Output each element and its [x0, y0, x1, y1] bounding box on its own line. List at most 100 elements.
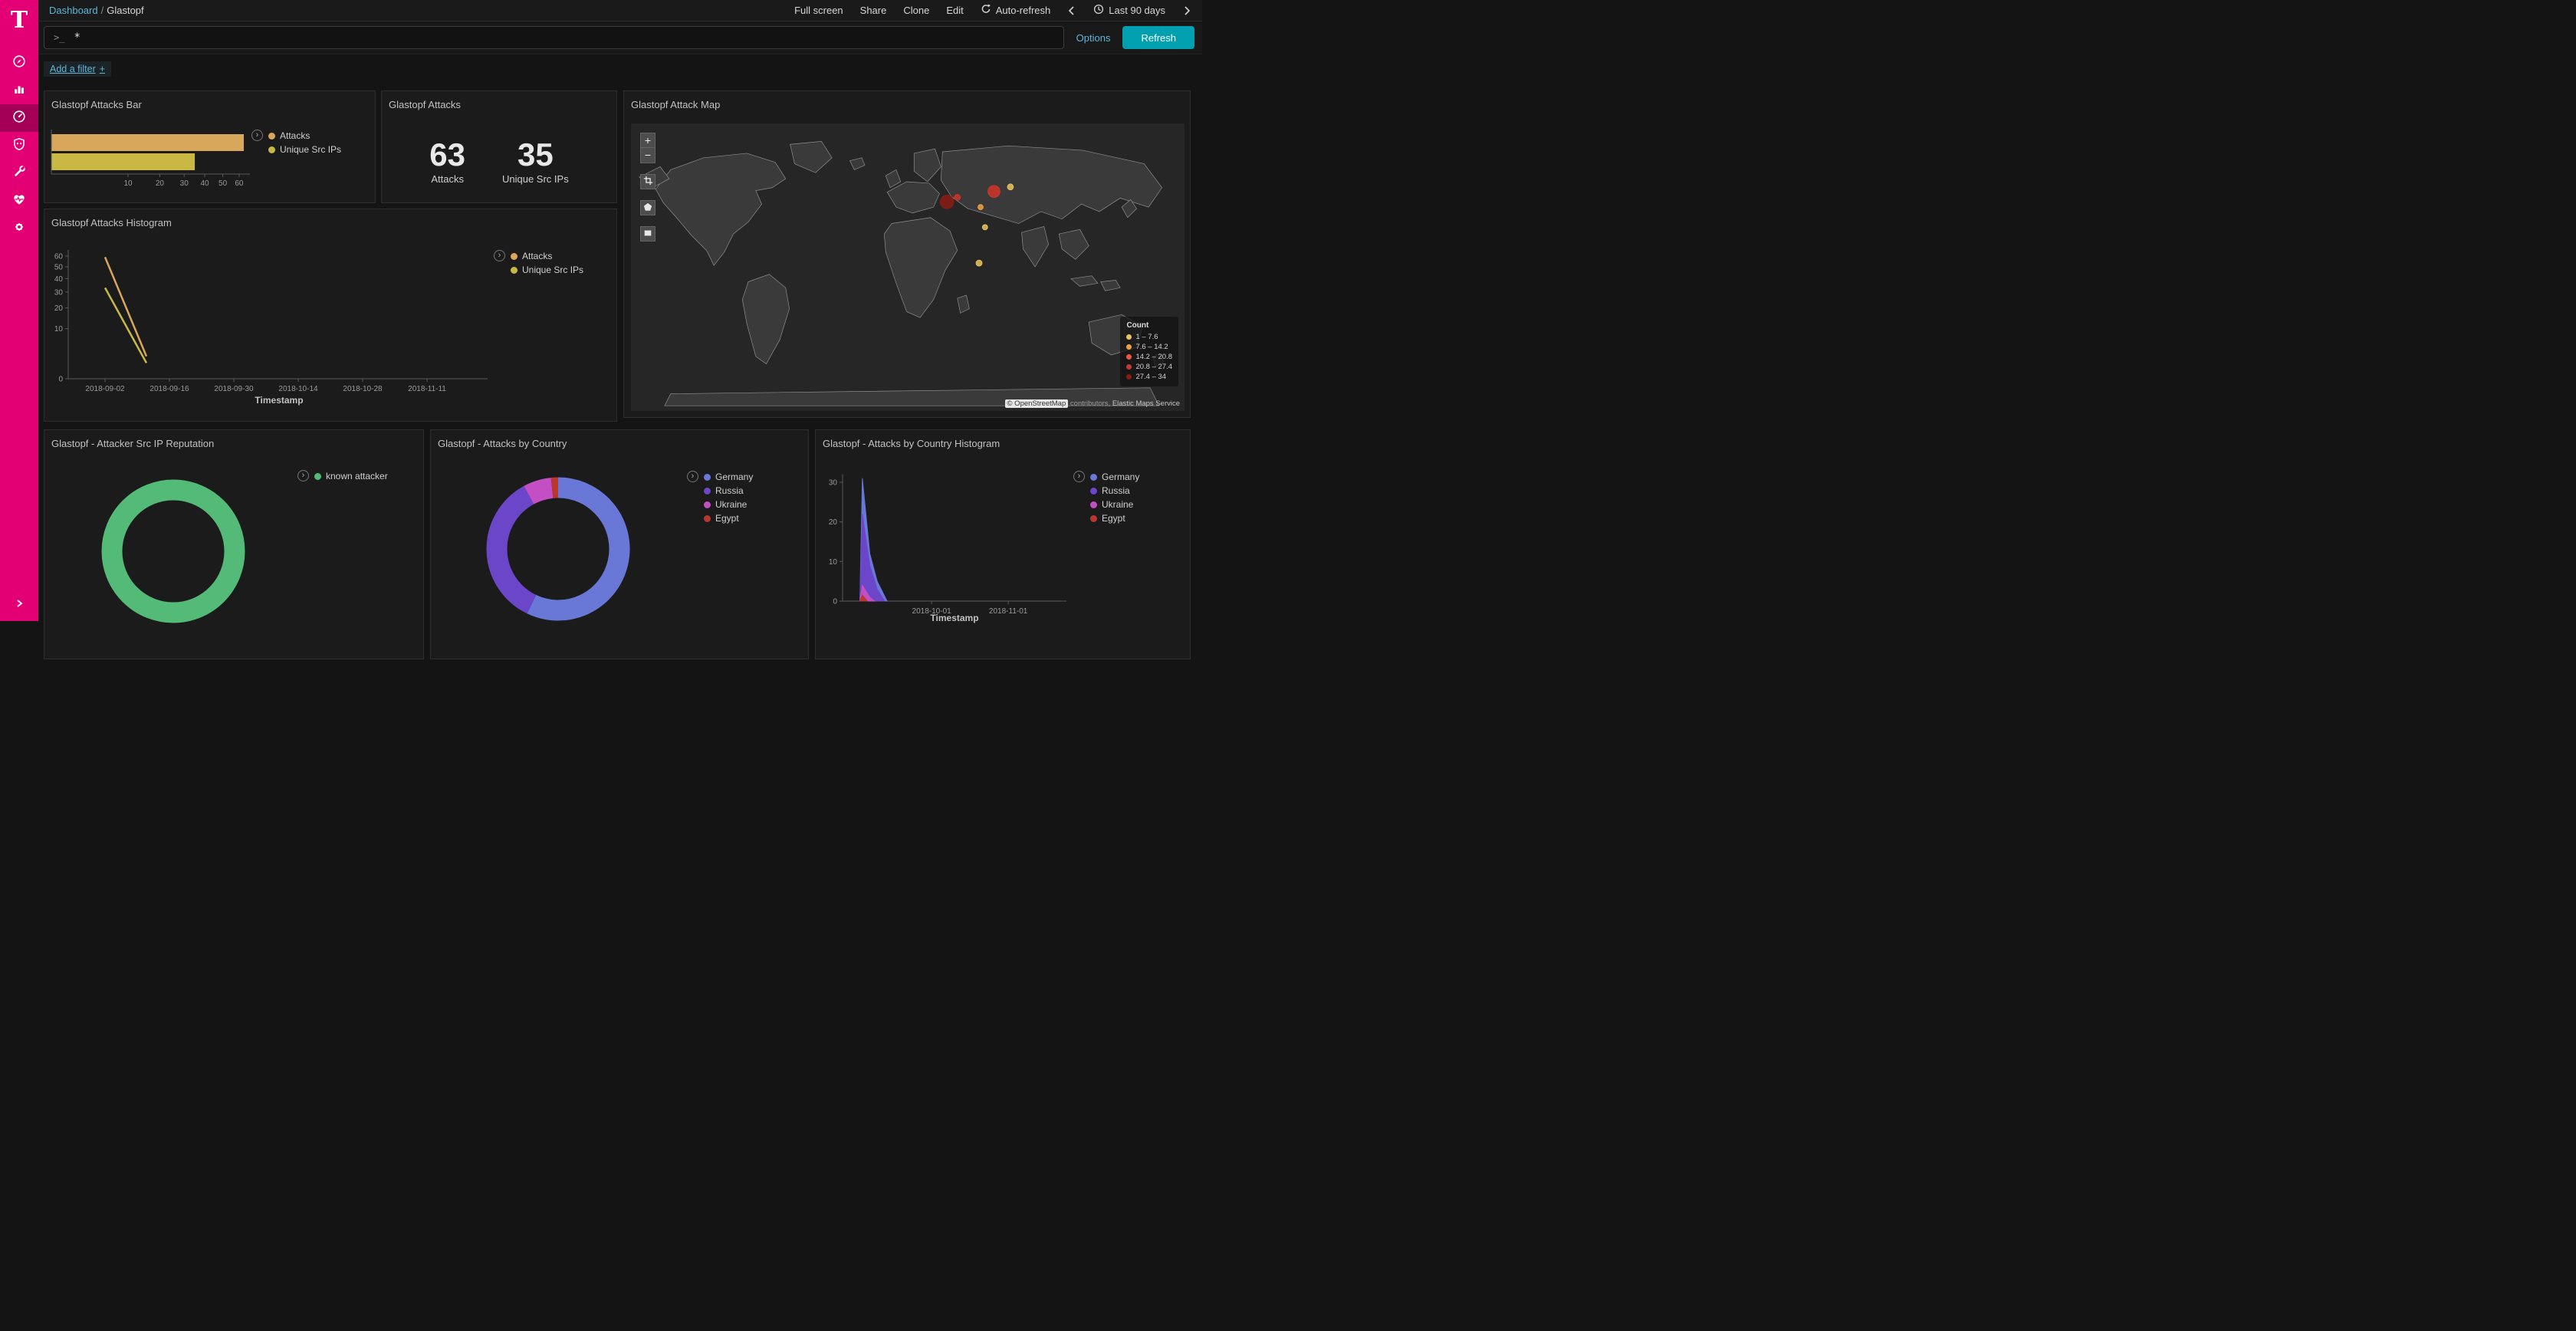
sidebar-item-dashboard[interactable]: [0, 104, 38, 132]
svg-text:0: 0: [833, 598, 837, 606]
legend: › Germany Russia Ukraine Egypt: [1073, 470, 1139, 525]
attack-markers[interactable]: [939, 183, 1014, 267]
map-container[interactable]: + − Count 1 – 7.6 7.6 – 14.2 14.2 – 20.8 20…: [631, 123, 1184, 411]
share-button[interactable]: Share: [859, 5, 887, 16]
svg-text:40: 40: [54, 275, 64, 284]
breadcrumb-current: Glastopf: [107, 5, 144, 16]
sidebar-item-dev-tools[interactable]: [0, 159, 38, 187]
legend-color-dot: [704, 501, 711, 508]
chevron-right-icon: [14, 598, 25, 613]
legend-color-dot: [704, 487, 711, 495]
svg-text:10: 10: [54, 325, 64, 334]
options-link[interactable]: Options: [1076, 31, 1111, 44]
edit-button[interactable]: Edit: [946, 5, 964, 16]
legend-label: 20.8 – 27.4: [1135, 363, 1172, 371]
legend-label: Egypt: [715, 513, 739, 524]
full-screen-button[interactable]: Full screen: [794, 5, 843, 16]
legend-item[interactable]: 27.4 – 34: [1126, 372, 1172, 382]
legend-item[interactable]: 1 – 7.6: [1126, 332, 1172, 342]
legend-item[interactable]: known attacker: [314, 469, 388, 483]
legend-item[interactable]: Unique Src IPs: [268, 143, 341, 156]
attribution-text: contributors,: [1070, 399, 1111, 408]
legend-item[interactable]: Attacks: [268, 129, 341, 143]
legend-items: Attacks Unique Src IPs: [268, 129, 341, 156]
panel-title: Glastopf Attacks Histogram: [51, 217, 172, 228]
time-forward-button[interactable]: [1182, 5, 1191, 16]
sidebar-collapse-button[interactable]: [0, 595, 38, 615]
legend-toggle[interactable]: ›: [1073, 471, 1085, 482]
ems-attribution-link[interactable]: Elastic Maps Service: [1112, 399, 1180, 408]
svg-text:2018-09-30: 2018-09-30: [214, 385, 254, 393]
continents: [639, 141, 1165, 406]
zoom-in-button[interactable]: +: [640, 133, 656, 148]
telekom-logo[interactable]: T: [10, 6, 28, 34]
legend-toggle[interactable]: ›: [687, 471, 698, 482]
legend-item[interactable]: Russia: [1090, 484, 1139, 498]
svg-text:Timestamp: Timestamp: [255, 395, 303, 406]
legend-item[interactable]: Ukraine: [704, 498, 753, 511]
breadcrumb-dashboard-link[interactable]: Dashboard: [49, 5, 98, 16]
legend-item[interactable]: Unique Src IPs: [511, 263, 583, 277]
legend-label: Attacks: [280, 130, 310, 141]
osm-attribution-link[interactable]: © OpenStreetMap: [1004, 399, 1069, 408]
attacks-histogram-chart[interactable]: 0 10 20 30 40 50 60 2018-09-02 2018-09-16 2018-09…: [44, 209, 617, 422]
add-filter-link[interactable]: Add a filter +: [44, 61, 112, 77]
reputation-donut-chart[interactable]: [44, 430, 424, 659]
legend-label: 7.6 – 14.2: [1135, 343, 1168, 351]
panel-attack-map: Glastopf Attack Map: [623, 90, 1191, 418]
country-histogram-chart[interactable]: 0 10 20 30 2018-10-01 2018-11-01 Timestamp: [816, 430, 1191, 659]
legend-color-dot: [1090, 473, 1097, 481]
country-donut-chart[interactable]: [431, 430, 809, 659]
zoom-out-button[interactable]: −: [640, 148, 656, 163]
legend-toggle[interactable]: ›: [297, 470, 309, 481]
gear-icon: [12, 220, 26, 238]
query-input[interactable]: [74, 31, 1054, 44]
legend-item[interactable]: 14.2 – 20.8: [1126, 352, 1172, 362]
sidebar-item-monitoring[interactable]: [0, 187, 38, 215]
legend-toggle[interactable]: ›: [494, 250, 505, 261]
sidebar-item-discover[interactable]: [0, 49, 38, 77]
search-input-wrapper[interactable]: >_: [44, 26, 1064, 49]
fit-bounds-button[interactable]: [640, 174, 656, 189]
clone-button[interactable]: Clone: [903, 5, 930, 16]
time-back-button[interactable]: [1067, 5, 1076, 16]
legend: › Attacks Unique Src IPs: [251, 129, 341, 156]
time-picker-button[interactable]: Last 90 days: [1093, 4, 1165, 17]
refresh-button[interactable]: Refresh: [1122, 26, 1194, 49]
draw-rectangle-button[interactable]: [640, 226, 656, 242]
legend-items: Germany Russia Ukraine Egypt: [1090, 470, 1139, 525]
legend-toggle[interactable]: ›: [251, 130, 263, 141]
sidebar-item-management[interactable]: [0, 215, 38, 242]
svg-text:0: 0: [58, 376, 63, 384]
compass-icon: [12, 54, 26, 72]
polygon-icon: [643, 202, 652, 215]
wrench-icon: [12, 165, 26, 182]
terminal-prompt-icon: >_: [54, 32, 65, 43]
legend-item[interactable]: 20.8 – 27.4: [1126, 362, 1172, 372]
legend-item[interactable]: 7.6 – 14.2: [1126, 342, 1172, 352]
metric-value: 35: [517, 136, 554, 173]
auto-refresh-button[interactable]: Auto-refresh: [981, 4, 1050, 17]
legend-item[interactable]: Germany: [704, 470, 753, 484]
legend-item[interactable]: Russia: [704, 484, 753, 498]
map-controls: + −: [640, 133, 656, 242]
svg-text:10: 10: [123, 179, 133, 188]
world-map[interactable]: [631, 123, 1184, 411]
panel-title: Glastopf - Attacks by Country Histogram: [823, 438, 1001, 449]
svg-text:30: 30: [54, 288, 64, 297]
legend-item[interactable]: Germany: [1090, 470, 1139, 484]
sidebar-item-visualize[interactable]: [0, 77, 38, 104]
draw-polygon-button[interactable]: [640, 200, 656, 215]
svg-text:20: 20: [54, 304, 64, 313]
legend-item[interactable]: Attacks: [511, 249, 583, 263]
attacks-bar-chart[interactable]: 10 20 30 40 50 60: [44, 91, 376, 203]
breadcrumb-separator: /: [100, 5, 104, 16]
svg-text:40: 40: [200, 179, 209, 188]
legend-item[interactable]: Egypt: [1090, 511, 1139, 525]
sidebar-item-siem[interactable]: [0, 132, 38, 159]
topbar-menu: Full screen Share Clone Edit Auto-refres…: [794, 4, 1191, 17]
top-nav-bar: Dashboard / Glastopf Full screen Share Clo…: [38, 0, 1202, 21]
legend-item[interactable]: Ukraine: [1090, 498, 1139, 511]
rectangle-icon: [643, 228, 652, 241]
legend-item[interactable]: Egypt: [704, 511, 753, 525]
